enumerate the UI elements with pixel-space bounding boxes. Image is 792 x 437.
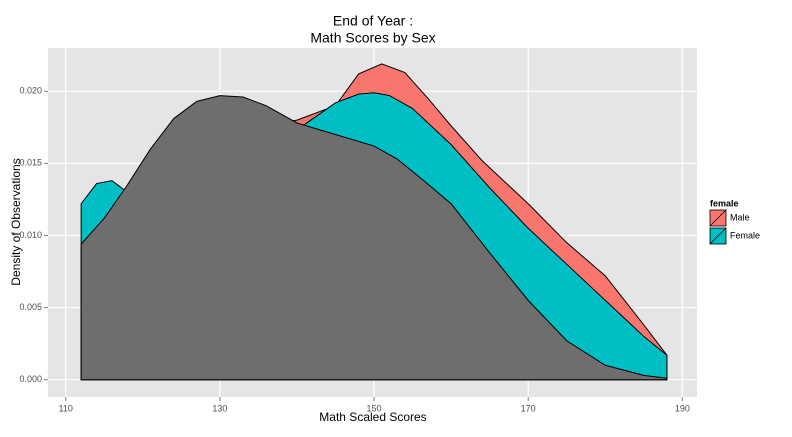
density-area [80, 95, 668, 381]
x-tick-label: 190 [675, 403, 690, 413]
legend-swatch-line [709, 209, 727, 227]
x-tick-label: 150 [367, 403, 382, 413]
chart-subtitle: Math Scores by Sex [310, 30, 435, 46]
y-tick-label: 0.015 [19, 158, 42, 168]
y-tick-label: 0.005 [19, 302, 42, 312]
legend-label: Male [730, 212, 750, 222]
x-tick-label: 170 [521, 403, 536, 413]
y-axis-label: Density of Observations [9, 158, 23, 285]
y-tick-label: 0.000 [19, 374, 42, 384]
y-tick-label: 0.010 [19, 230, 42, 240]
legend-label: Female [730, 230, 760, 240]
x-tick-label: 130 [212, 403, 227, 413]
chart-title: End of Year : [333, 13, 413, 29]
legend-swatch-line [709, 227, 727, 245]
y-tick-label: 0.020 [19, 86, 42, 96]
x-tick-label: 110 [59, 403, 73, 413]
x-axis-label: Math Scaled Scores [319, 410, 426, 424]
legend-title: female [710, 198, 739, 208]
